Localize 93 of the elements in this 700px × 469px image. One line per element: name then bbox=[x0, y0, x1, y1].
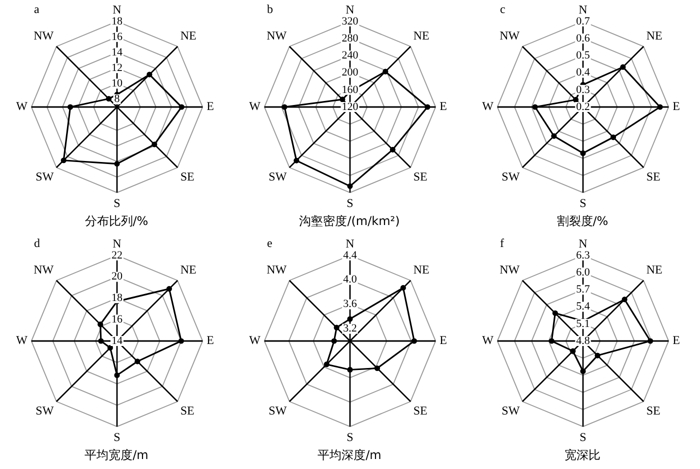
y-tick-label: 320 bbox=[342, 15, 359, 28]
spoke-label: W bbox=[482, 333, 494, 348]
y-tick-label: 200 bbox=[342, 66, 359, 79]
spoke-label: E bbox=[440, 99, 447, 114]
spoke-label: N bbox=[346, 236, 355, 250]
spoke-label: N bbox=[112, 236, 122, 250]
spoke-label: NE bbox=[646, 262, 662, 277]
spoke-label: E bbox=[206, 333, 214, 348]
y-tick-label: 14 bbox=[112, 46, 123, 58]
spoke-label: NW bbox=[34, 28, 54, 43]
y-tick-label: 280 bbox=[342, 32, 359, 44]
spoke-label: SW bbox=[36, 170, 54, 184]
y-tick-label: 14 bbox=[112, 334, 123, 347]
y-tick-label: 5.4 bbox=[576, 300, 590, 313]
chart-title: a bbox=[34, 2, 40, 17]
y-tick-label: 12 bbox=[112, 62, 122, 74]
y-tick-label: 18 bbox=[112, 292, 123, 304]
spoke-label: S bbox=[580, 430, 586, 444]
y-tick-label: 0.5 bbox=[576, 50, 590, 62]
spoke-label: S bbox=[346, 430, 354, 444]
spoke-label: NE bbox=[180, 262, 196, 277]
spoke-label: N bbox=[578, 236, 588, 250]
spoke-label: E bbox=[672, 99, 680, 114]
spoke-label: SE bbox=[646, 404, 660, 418]
text: 平均宽度/m bbox=[84, 447, 150, 464]
spoke-label: SE bbox=[413, 170, 428, 184]
chart-title: c bbox=[500, 2, 506, 17]
text: 平均深度/m bbox=[316, 447, 382, 464]
spoke-label: NW bbox=[266, 28, 288, 43]
text: 分布比列/% bbox=[84, 213, 150, 230]
spoke-label: N bbox=[112, 2, 122, 16]
spoke-label: NE bbox=[413, 262, 430, 277]
spoke-label: SW bbox=[502, 404, 520, 418]
chart-title: d bbox=[34, 236, 40, 251]
spoke-label: NE bbox=[180, 28, 196, 43]
spoke-label: SE bbox=[413, 404, 428, 418]
y-tick-label: 120 bbox=[342, 100, 359, 113]
y-tick-label: 0.7 bbox=[576, 15, 590, 28]
text: 割裂度/% bbox=[556, 213, 610, 230]
spoke-label: W bbox=[249, 333, 262, 348]
y-tick-label: 4.8 bbox=[576, 334, 590, 347]
y-tick-label: 4.4 bbox=[343, 249, 358, 262]
spoke-label: S bbox=[346, 196, 354, 210]
y-tick-label: 160 bbox=[342, 84, 359, 96]
text: 沟壑密度/(m/km²) bbox=[298, 213, 401, 230]
spoke-label: NE bbox=[646, 28, 662, 43]
y-tick-label: 3.2 bbox=[343, 322, 357, 335]
spoke-label: NW bbox=[500, 262, 520, 277]
y-tick-label: 0.6 bbox=[576, 32, 590, 44]
spoke-label: W bbox=[482, 99, 494, 114]
y-tick-label: 16 bbox=[112, 313, 123, 326]
spoke-label: NE bbox=[413, 28, 430, 43]
spoke-label: W bbox=[249, 99, 262, 114]
y-tick-label: 240 bbox=[342, 50, 359, 62]
spoke-label: SW bbox=[268, 404, 288, 418]
y-tick-label: 8 bbox=[114, 93, 120, 106]
y-tick-label: 0.2 bbox=[576, 100, 590, 113]
text: 宽深比 bbox=[564, 447, 602, 464]
y-tick-label: 5.1 bbox=[576, 318, 590, 330]
spoke-label: SW bbox=[502, 170, 520, 184]
spoke-label: SE bbox=[646, 170, 660, 184]
y-tick-label: 22 bbox=[112, 249, 122, 262]
spoke-label: N bbox=[346, 2, 355, 16]
spoke-label: SW bbox=[268, 170, 288, 184]
spoke-label: E bbox=[440, 333, 447, 348]
spoke-label: SW bbox=[36, 404, 54, 418]
spoke-label: N bbox=[578, 2, 588, 16]
spoke-label: NW bbox=[266, 262, 288, 277]
spoke-label: S bbox=[580, 196, 586, 210]
y-tick-label: 0.3 bbox=[576, 84, 590, 96]
spoke-label: SE bbox=[180, 404, 194, 418]
y-tick-label: 3.6 bbox=[343, 298, 358, 310]
y-tick-label: 6.0 bbox=[576, 266, 590, 278]
spoke-label: SE bbox=[180, 170, 194, 184]
spoke-label: NW bbox=[34, 262, 54, 277]
y-tick-label: 20 bbox=[112, 270, 123, 283]
y-tick-label: 6.3 bbox=[576, 249, 590, 262]
y-tick-label: 18 bbox=[112, 15, 123, 28]
spoke-label: S bbox=[114, 430, 120, 444]
spoke-label: NW bbox=[500, 28, 520, 43]
spoke-label: W bbox=[16, 333, 28, 348]
y-tick-label: 16 bbox=[112, 30, 123, 43]
chart-title: f bbox=[500, 236, 504, 251]
spoke-label: W bbox=[16, 99, 28, 114]
chart-title: e bbox=[267, 236, 272, 251]
spoke-label: S bbox=[114, 196, 120, 210]
spoke-label: E bbox=[672, 333, 680, 348]
y-tick-label: 4.0 bbox=[343, 274, 358, 286]
chart-title: b bbox=[267, 2, 273, 17]
spoke-label: E bbox=[206, 99, 214, 114]
y-tick-label: 5.7 bbox=[576, 284, 590, 296]
y-tick-label: 10 bbox=[112, 78, 123, 90]
y-tick-label: 0.4 bbox=[576, 66, 590, 79]
